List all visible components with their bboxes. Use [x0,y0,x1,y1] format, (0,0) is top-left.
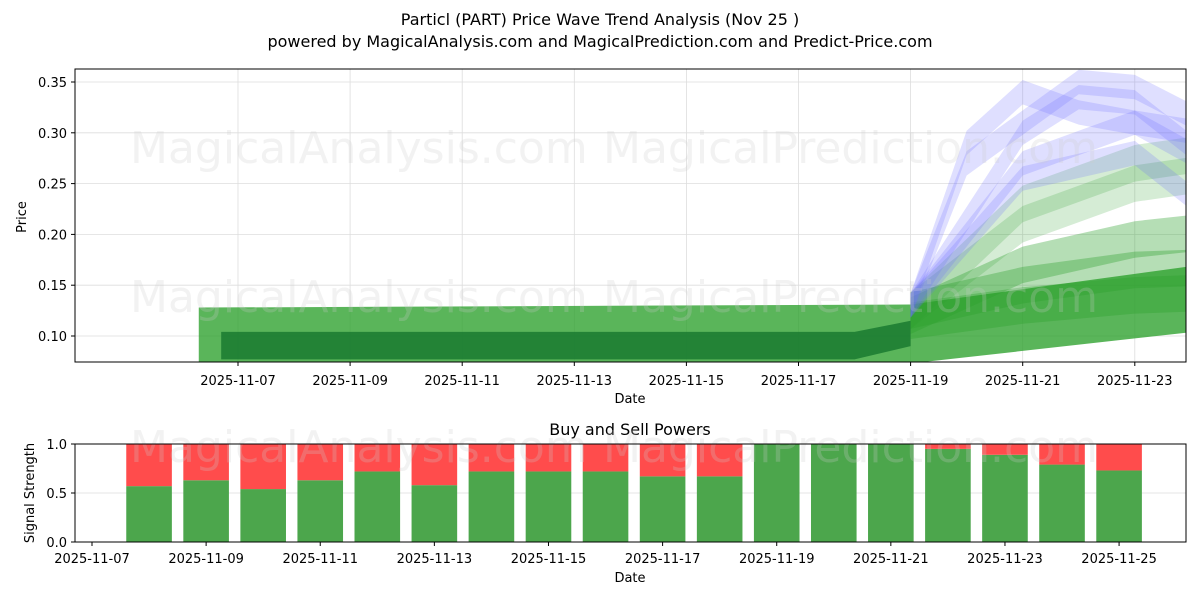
x-tick-label: 2025-11-19 [739,552,815,567]
x-tick-label: 2025-11-23 [967,552,1043,567]
forecast-green-2 [910,215,1186,334]
watermark-text: MagicalPrediction.com [603,272,1098,323]
watermark-text: MagicalAnalysis.com [130,272,588,323]
y-tick-label: 0.25 [38,178,67,193]
sell-bar [696,444,743,477]
sell-bar [925,444,971,449]
buy-bar [582,471,629,542]
y-tick-label: 1.0 [46,438,67,453]
y-tick-label: 0.35 [38,76,67,91]
sell-bar [582,444,629,472]
x-tick-label: 2025-11-11 [282,552,358,567]
buy-bar [1039,464,1085,542]
buy-bar [753,444,800,542]
sell-bar [525,444,572,472]
forecast-green-4 [910,157,1186,329]
x-tick-label: 2025-11-15 [511,552,587,567]
buy-bar [354,471,401,542]
buy-bar [297,480,344,542]
sell-bar [982,444,1028,455]
chart-title: Particl (PART) Price Wave Trend Analysis… [400,10,800,29]
buy-bar [411,485,458,542]
x-tick-label: 2025-11-15 [649,374,725,389]
forecast-blue-4 [910,110,1186,318]
price-x-axis-label: Date [614,392,645,407]
x-tick-label: 2025-11-25 [1081,552,1157,567]
x-tick-label: 2025-11-07 [54,552,130,567]
sell-bar [468,444,515,472]
x-tick-label: 2025-11-07 [200,374,276,389]
watermark-text: MagicalPrediction.com [603,123,1098,174]
sell-bar [354,444,401,472]
x-tick-label: 2025-11-13 [537,374,613,389]
signal-bars [126,444,1142,542]
historical-band-inner [221,320,911,360]
x-tick-label: 2025-11-21 [853,552,929,567]
buy-bar [240,489,286,542]
y-tick-label: 0.30 [38,127,67,142]
sell-bar [183,444,229,481]
forecast-blue-2 [910,69,1186,318]
watermarks-bottom: MagicalAnalysis.com MagicalPrediction.com [130,422,1098,473]
x-tick-label: 2025-11-19 [873,374,949,389]
x-tick-label: 2025-11-09 [312,374,388,389]
buy-bar [126,486,172,542]
watermark-text: MagicalAnalysis.com [130,422,588,473]
x-tick-label: 2025-11-17 [761,374,837,389]
watermark-text: MagicalPrediction.com [603,422,1098,473]
sell-bar [1039,444,1085,465]
x-tick-label: 2025-11-23 [1097,374,1173,389]
x-tick-label: 2025-11-11 [424,374,500,389]
watermarks-top: MagicalAnalysis.com MagicalPrediction.com… [130,123,1098,323]
price-axis-ticks: 2025-11-07 2025-11-09 2025-11-11 2025-11-13… [38,76,1173,389]
sell-bar [1096,444,1142,471]
sell-bar [240,444,286,490]
price-y-axis-label: Price [15,201,30,233]
sell-bar [297,444,344,481]
y-tick-label: 0.20 [38,228,67,243]
buy-bar [525,471,572,542]
buy-bar [982,454,1028,542]
y-tick-label: 0.10 [38,330,67,345]
y-tick-label: 0.0 [46,536,67,551]
x-tick-label: 2025-11-21 [985,374,1061,389]
forecast-green-5 [910,137,1186,329]
buy-bar [183,480,229,542]
forecast-green-3 [910,275,1186,340]
signal-x-axis-label: Date [614,571,645,586]
buy-bar [925,448,971,542]
x-tick-label: 2025-11-09 [168,552,244,567]
price-axes-frame [74,68,1187,363]
buy-bar [696,476,743,542]
forecast-green-1 [910,249,1186,329]
buy-bar [868,444,914,542]
y-tick-label: 0.5 [46,487,67,502]
forecast-blue-1 [910,79,1186,318]
price-wave-bands [198,69,1186,362]
signal-y-axis-label: Signal Strength [23,443,38,543]
buy-bar [810,444,857,542]
buy-bar [639,476,686,542]
sell-bar [411,444,458,486]
sell-bar [126,444,172,487]
signal-axis-ticks: 0.0 0.5 1.0 2025-11-07 2025-11-09 2025-11-11 2… [46,438,1157,567]
watermark-text: MagicalAnalysis.com [130,123,588,174]
buy-bar [1096,470,1142,542]
chart-subtitle: powered by MagicalAnalysis.com and Magic… [267,32,933,51]
sell-bar [639,444,686,477]
signal-chart-title: Buy and Sell Powers [549,420,711,439]
x-tick-label: 2025-11-17 [625,552,701,567]
forecast-blue-5 [910,140,1186,318]
x-tick-label: 2025-11-13 [397,552,473,567]
buy-bar [468,471,515,542]
y-tick-label: 0.15 [38,279,67,294]
